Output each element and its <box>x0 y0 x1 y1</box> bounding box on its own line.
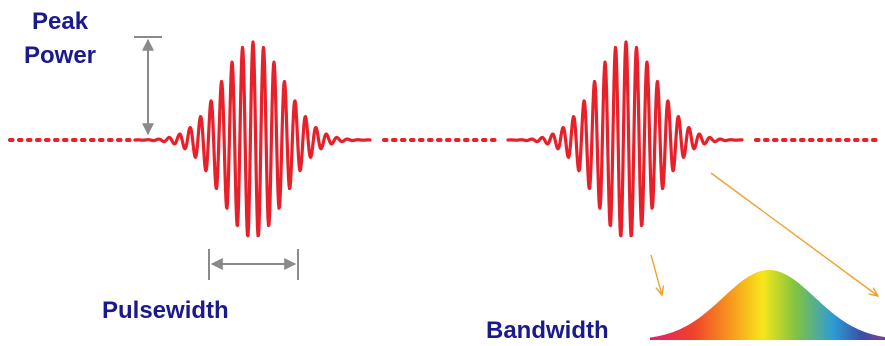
spectrum-pointer-left <box>650 254 662 295</box>
bandwidth-label: Bandwidth <box>486 317 609 344</box>
peak-power-arrow-icon <box>134 36 162 136</box>
peak-power-label-line1: Peak <box>32 8 89 35</box>
laser-pulse-2 <box>506 40 744 238</box>
peak-power-label-line2: Power <box>24 42 97 69</box>
spectrum-pointer-right <box>710 172 878 296</box>
pulsewidth-label: Pulsewidth <box>102 297 229 324</box>
laser-pulse-1 <box>133 40 372 238</box>
pulsewidth-arrow-icon <box>208 249 299 280</box>
spectrum-icon <box>650 270 885 340</box>
